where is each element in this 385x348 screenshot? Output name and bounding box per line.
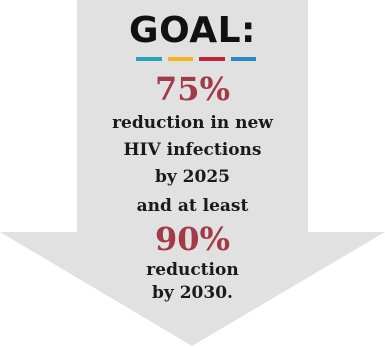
goal-title: GOAL: [129,10,256,51]
color-bar-segment-red [199,57,225,61]
color-bar-segment-teal [136,57,162,61]
second-target-percent: 90% [155,220,230,258]
first-target-percent: 75% [155,70,230,108]
connector-text: and at least [136,196,249,216]
color-bar-divider [136,57,256,61]
second-target-line-1: reduction [146,260,239,280]
second-target-line-2: by 2030. [152,283,233,303]
first-target-line-3: by 2025 [155,167,230,187]
color-bar-segment-blue [230,57,256,61]
color-bar-segment-yellow [167,57,193,61]
first-target-line-2: HIV infections [123,140,262,160]
first-target-line-1: reduction in new [112,113,273,133]
